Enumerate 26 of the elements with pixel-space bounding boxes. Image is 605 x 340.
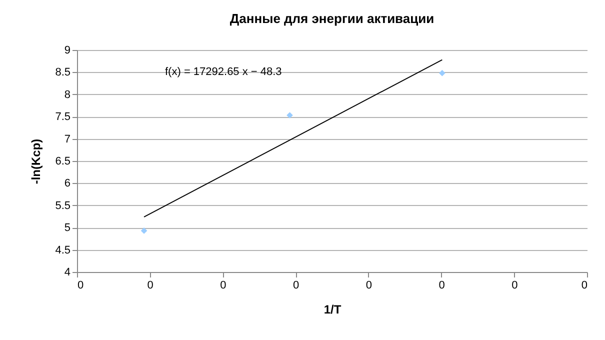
y-tick-label: 8 — [64, 88, 70, 101]
x-tick-label: 0 — [581, 280, 588, 292]
x-tick-label: 0 — [78, 280, 84, 292]
x-axis-title: 1/T — [324, 302, 342, 316]
y-tick-label: 4 — [64, 266, 70, 278]
y-tick-label: 6.5 — [55, 156, 70, 168]
y-tick-label: 5 — [64, 222, 70, 234]
y-tick-label: 7 — [64, 133, 70, 146]
x-tick-label: 0 — [147, 280, 154, 292]
y-tick-label: 9 — [64, 44, 70, 56]
point — [140, 228, 148, 234]
y-tick-label: 5.5 — [55, 200, 70, 212]
y-tick-label: 8.5 — [55, 66, 70, 79]
x-tick-label: 0 — [512, 280, 518, 292]
point — [439, 70, 446, 76]
y-tick-label: 7.5 — [55, 111, 70, 124]
point — [286, 112, 293, 118]
y-axis-title: -ln(Kcp) — [29, 138, 44, 184]
y-tick-label: 6 — [64, 178, 70, 190]
x-tick-label: 0 — [293, 280, 300, 292]
y-tick-label: 4.5 — [55, 244, 70, 256]
chart-title: Данные для энергии активации — [230, 11, 434, 26]
annotation: f(x) = 17292.65 x − 48.3 — [165, 66, 282, 78]
x-tick-label: 0 — [220, 280, 226, 292]
x-tick-label: 0 — [438, 280, 445, 292]
x-tick-label: 0 — [366, 280, 372, 292]
